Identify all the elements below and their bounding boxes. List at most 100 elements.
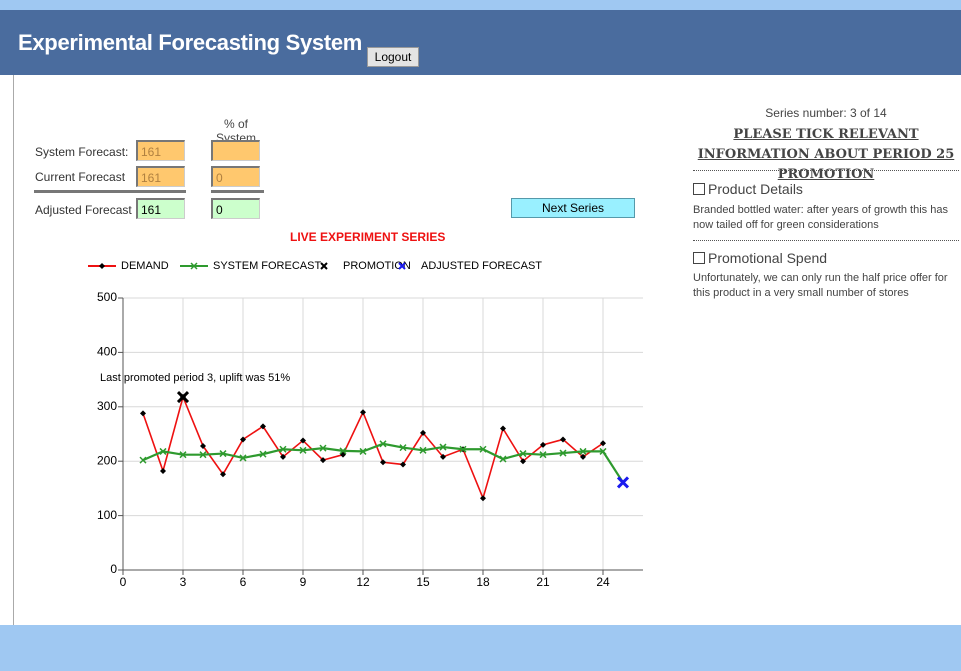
x-tick-label: 6 <box>240 575 247 589</box>
x-tick-label: 24 <box>596 575 610 589</box>
divider <box>693 240 959 241</box>
point <box>359 447 367 455</box>
divider <box>693 170 959 171</box>
x-tick-label: 0 <box>120 575 127 589</box>
point <box>159 447 167 455</box>
point <box>176 390 190 404</box>
y-tick-label: 100 <box>97 508 117 522</box>
point <box>560 436 566 443</box>
point <box>160 467 166 474</box>
point <box>616 476 630 489</box>
forecast-field: 161 <box>136 140 185 161</box>
series-line <box>142 394 604 501</box>
x-tick-label: 21 <box>536 575 550 589</box>
point <box>220 471 226 478</box>
checkbox[interactable] <box>693 252 705 264</box>
point <box>540 441 546 448</box>
point <box>280 453 286 460</box>
chart: Last promoted period 3, uplift was 51% 0… <box>88 260 643 589</box>
left-border <box>13 75 14 625</box>
separator <box>34 190 186 193</box>
legend-marker <box>320 262 328 270</box>
point <box>519 450 527 458</box>
point <box>500 425 506 432</box>
legend-marker <box>99 263 105 269</box>
point <box>219 450 227 458</box>
point <box>539 451 547 459</box>
percent-field <box>211 140 260 161</box>
checkbox[interactable] <box>693 183 705 195</box>
point <box>380 459 386 466</box>
app-title: Experimental Forecasting System <box>18 30 363 55</box>
point <box>139 456 147 464</box>
y-tick-label: 500 <box>97 290 117 304</box>
point <box>420 429 426 436</box>
x-tick-label: 9 <box>300 575 307 589</box>
checkbox-label: Product Details <box>708 181 803 197</box>
point <box>299 446 307 454</box>
point <box>319 444 327 452</box>
point <box>199 451 207 459</box>
point <box>259 450 267 458</box>
point <box>579 447 587 455</box>
info-checkbox[interactable]: Promotional Spend <box>693 250 827 266</box>
y-tick-label: 200 <box>97 453 117 467</box>
x-tick-label: 18 <box>476 575 490 589</box>
next-series-button[interactable]: Next Series <box>511 198 635 218</box>
y-tick-label: 400 <box>97 345 117 359</box>
point <box>419 446 427 454</box>
point <box>200 442 206 449</box>
point <box>459 445 467 453</box>
point <box>399 444 407 452</box>
annotation: Last promoted period 3, uplift was 51% <box>100 372 290 384</box>
y-tick-label: 0 <box>110 562 117 576</box>
point <box>239 454 247 462</box>
x-tick-label: 12 <box>356 575 370 589</box>
point <box>260 423 266 430</box>
legend-label: ADJUSTED FORECAST <box>421 260 542 272</box>
y-tick-label: 300 <box>97 399 117 413</box>
point <box>320 457 326 464</box>
checkbox-label: Promotional Spend <box>708 250 828 266</box>
info-description: Unfortunately, we can only run the half … <box>693 272 948 299</box>
point <box>140 410 146 417</box>
point <box>479 445 487 453</box>
info-checkbox[interactable]: Product Details <box>693 181 803 197</box>
top-strip <box>0 0 961 10</box>
legend-marker <box>190 262 198 270</box>
panel-heading: PLEASE TICK RELEVANT INFORMATION ABOUT P… <box>697 127 955 182</box>
point <box>179 451 187 459</box>
legend-label: PROMOTION <box>343 260 411 272</box>
point <box>600 440 606 447</box>
x-tick-label: 3 <box>180 575 187 589</box>
x-tick-label: 15 <box>416 575 430 589</box>
header-bar <box>0 10 961 75</box>
chart-title: LIVE EXPERIMENT SERIES <box>290 230 446 244</box>
info-description: Branded bottled water: after years of gr… <box>693 204 948 231</box>
percent-field: 0 <box>211 166 260 187</box>
form-label: System Forecast: <box>35 145 129 159</box>
point <box>339 447 347 455</box>
legend-label: DEMAND <box>121 260 169 272</box>
point <box>580 453 586 460</box>
form-label: Adjusted Forecast <box>35 203 132 217</box>
percent-input[interactable]: 0 <box>211 198 260 219</box>
footer-bar <box>0 625 961 671</box>
point <box>599 447 607 455</box>
series-number: Series number: 3 of 14 <box>765 106 887 120</box>
logout-button[interactable]: Logout <box>367 47 419 67</box>
point <box>279 445 287 453</box>
point <box>439 443 447 451</box>
point <box>520 458 526 465</box>
legend-marker <box>398 262 406 270</box>
point <box>400 461 406 468</box>
legend-label: SYSTEM FORECAST <box>213 260 321 272</box>
point <box>360 409 366 416</box>
point <box>480 495 486 502</box>
point <box>379 440 387 448</box>
separator <box>211 190 264 193</box>
forecast-field: 161 <box>136 166 185 187</box>
forecast-input[interactable]: 161 <box>136 198 185 219</box>
form-label: Current Forecast <box>35 170 126 184</box>
